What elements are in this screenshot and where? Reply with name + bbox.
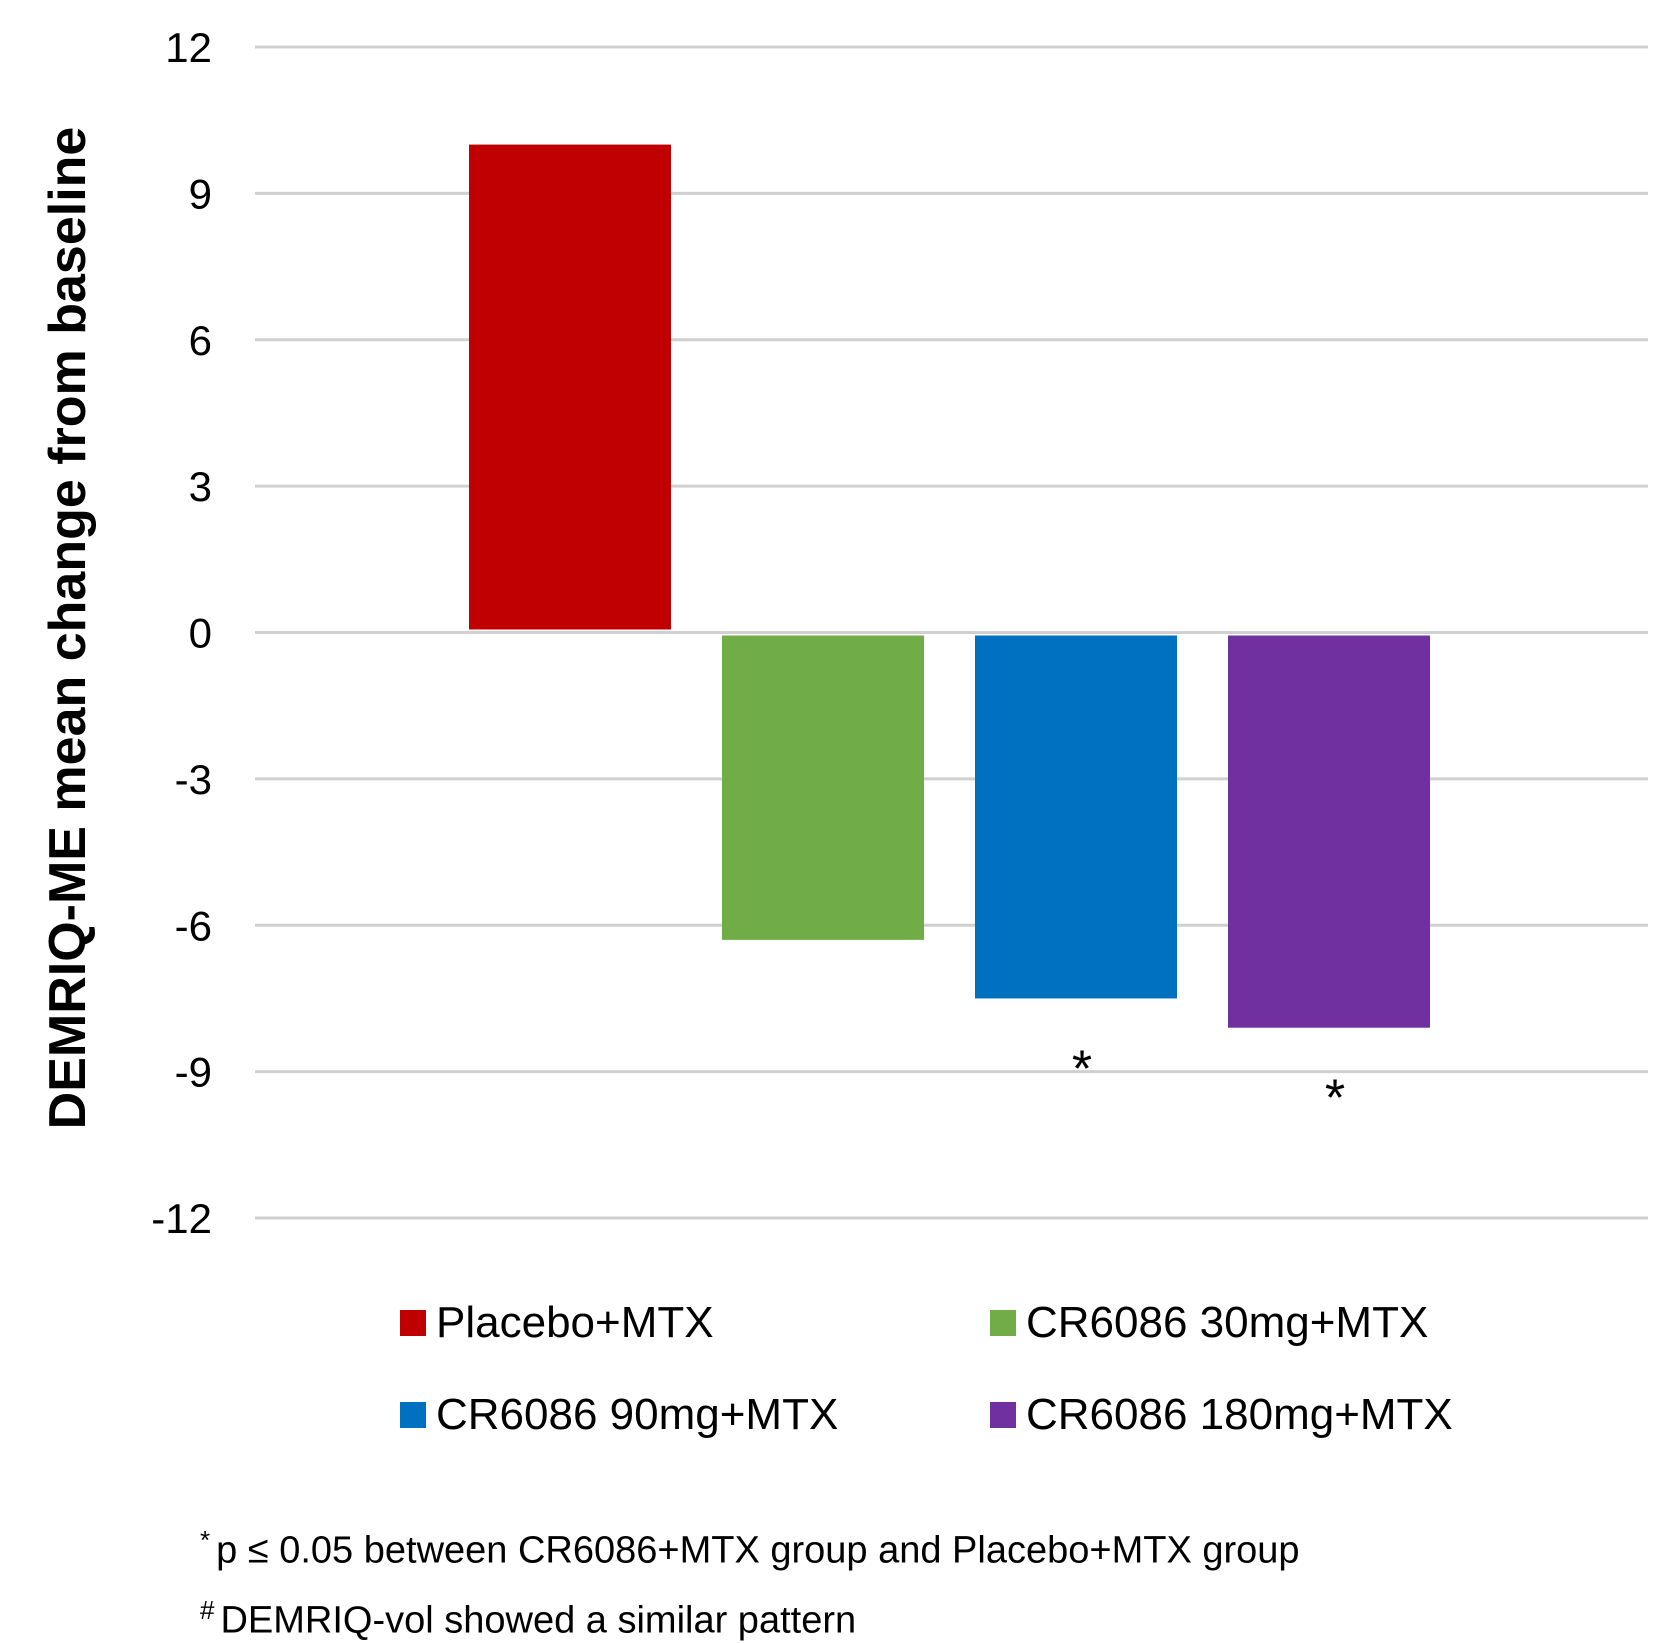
y-tick-label: 9 bbox=[189, 170, 212, 217]
bar-4 bbox=[1228, 635, 1430, 1028]
legend-label-90mg: CR6086 90mg+MTX bbox=[436, 1390, 839, 1439]
legend-item-180mg: CR6086 180mg+MTX bbox=[990, 1390, 1453, 1440]
y-axis-label: DEMRIQ-ME mean change from baseline bbox=[39, 126, 97, 1130]
footnote-mark-asterisk: * bbox=[200, 1525, 211, 1555]
bar-2 bbox=[722, 635, 924, 940]
y-tick-label: -6 bbox=[175, 902, 212, 949]
legend-swatch-placebo bbox=[400, 1310, 426, 1336]
legend-item-90mg: CR6086 90mg+MTX bbox=[400, 1390, 838, 1440]
significance-marker: * bbox=[1325, 1070, 1345, 1128]
significance-marker: * bbox=[1072, 1040, 1092, 1098]
y-tick-label: 3 bbox=[189, 463, 212, 510]
legend-swatch-90mg bbox=[400, 1402, 426, 1428]
bar-3 bbox=[975, 635, 1177, 999]
footnote-mark-hash: # bbox=[200, 1595, 215, 1625]
footnote-text-significance: p ≤ 0.05 between CR6086+MTX group and Pl… bbox=[216, 1529, 1300, 1572]
legend-swatch-180mg bbox=[990, 1402, 1016, 1428]
legend-swatch-30mg bbox=[990, 1310, 1016, 1336]
legend-label-180mg: CR6086 180mg+MTX bbox=[1026, 1390, 1453, 1439]
y-tick-label: 12 bbox=[165, 24, 212, 71]
legend-item-placebo: Placebo+MTX bbox=[400, 1298, 714, 1348]
legend-label-30mg: CR6086 30mg+MTX bbox=[1026, 1298, 1429, 1347]
y-tick-label: -3 bbox=[175, 756, 212, 803]
legend-label-placebo: Placebo+MTX bbox=[436, 1298, 714, 1347]
y-tick-label: -12 bbox=[151, 1195, 212, 1242]
footnote-text-similar-pattern: DEMRIQ-vol showed a similar pattern bbox=[220, 1599, 857, 1642]
y-tick-label: 6 bbox=[189, 317, 212, 364]
footnote-similar-pattern: # DEMRIQ-vol showed a similar pattern bbox=[200, 1595, 856, 1643]
y-tick-label: 0 bbox=[189, 610, 212, 657]
y-tick-label: -9 bbox=[175, 1049, 212, 1096]
legend-item-30mg: CR6086 30mg+MTX bbox=[990, 1298, 1428, 1348]
bar-1 bbox=[469, 144, 671, 630]
footnote-significance: * p ≤ 0.05 between CR6086+MTX group and P… bbox=[200, 1525, 1300, 1573]
